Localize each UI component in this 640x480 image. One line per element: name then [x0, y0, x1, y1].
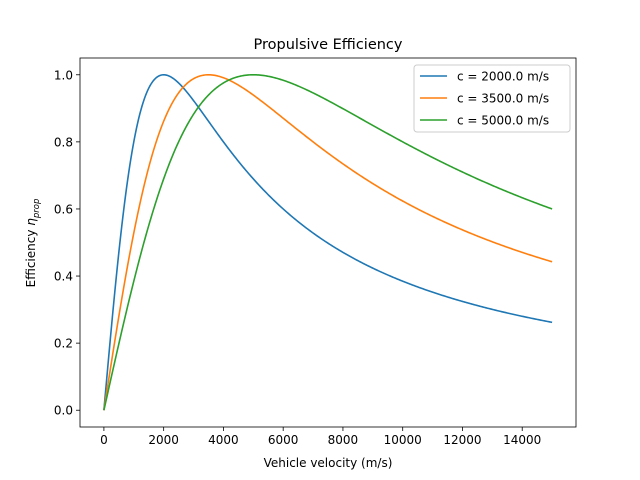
x-tick-label: 2000	[148, 433, 179, 447]
y-tick-label: 0.6	[54, 202, 73, 216]
y-axis-label: Efficiency ηprop	[24, 199, 42, 288]
y-tick-label: 1.0	[54, 68, 73, 82]
series-line-3	[103, 73, 553, 411]
chart-title: Propulsive Efficiency	[254, 37, 403, 53]
y-axis-ticks: 0.0 0.2 0.4 0.6 0.8 1.0	[54, 68, 80, 418]
legend: c = 2000.0 m/s c = 3500.0 m/s c = 5000.0 m…	[413, 64, 571, 133]
x-tick-label: 10000	[384, 433, 422, 447]
legend-label-1: c = 2000.0 m/s	[457, 70, 549, 84]
x-tick-label: 8000	[328, 433, 359, 447]
x-axis-ticks: 0 2000 4000 6000 8000 10000 12000 14000	[100, 427, 541, 447]
x-tick-label: 14000	[503, 433, 541, 447]
y-axis-label-main: Efficiency	[24, 226, 38, 288]
x-axis-label: Vehicle velocity (m/s)	[264, 456, 393, 470]
y-tick-label: 0.2	[54, 337, 73, 351]
y-axis-label-symbol: η	[24, 218, 38, 226]
series-line-2	[103, 73, 553, 411]
y-tick-label: 0.4	[54, 270, 73, 284]
legend-box	[413, 64, 571, 133]
x-tick-label: 12000	[443, 433, 481, 447]
legend-label-2: c = 3500.0 m/s	[457, 92, 549, 106]
y-axis-label-subscript: prop	[32, 199, 42, 220]
x-tick-label: 4000	[208, 433, 239, 447]
series-line-1	[103, 73, 553, 411]
x-tick-label: 6000	[268, 433, 299, 447]
axes-frame	[79, 57, 577, 428]
y-tick-label: 0.8	[54, 135, 73, 149]
series-layer	[103, 73, 553, 411]
x-tick-label: 0	[100, 433, 108, 447]
y-tick-label: 0.0	[54, 404, 73, 418]
legend-label-3: c = 5000.0 m/s	[457, 114, 549, 128]
